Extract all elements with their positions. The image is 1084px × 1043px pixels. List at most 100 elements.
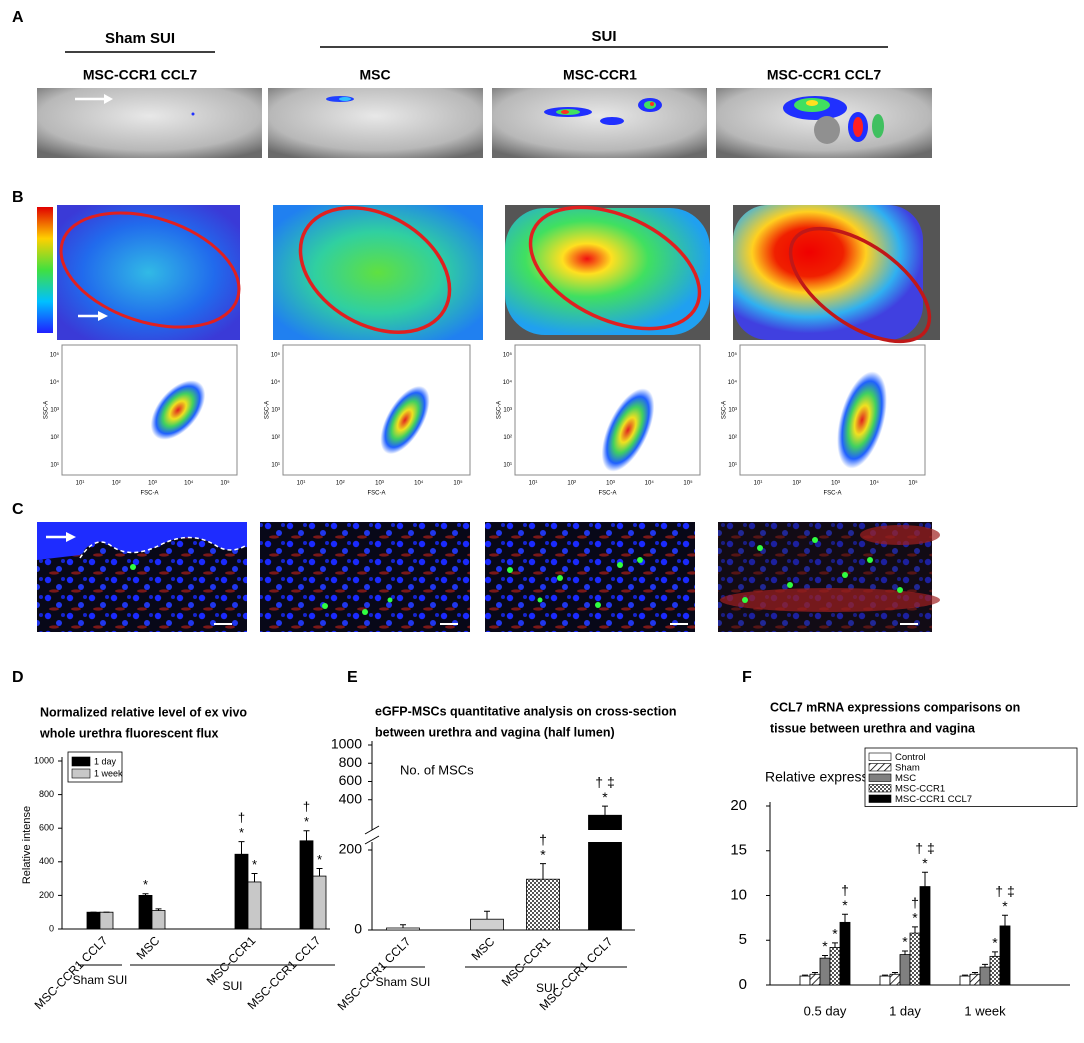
image: [260, 522, 470, 632]
y-tick-label: 10¹: [271, 463, 280, 469]
error-bar: [484, 910, 490, 920]
significance-marker: *: [912, 910, 918, 926]
x-tick-label: MSC: [469, 934, 498, 963]
legend-label: Control: [895, 752, 926, 763]
y-tick-label: 10¹: [50, 463, 59, 469]
error-bar: [812, 971, 818, 975]
plot-frame: [61, 344, 238, 476]
x-tick-label: 10²: [567, 481, 576, 487]
bar: [86, 911, 101, 930]
y-tick-label: 10²: [503, 435, 512, 441]
y-tick-label: 800: [339, 754, 363, 770]
panel-label: C: [12, 501, 24, 518]
error-bar: [962, 974, 968, 977]
axis-break: [587, 830, 623, 842]
error-bar: [400, 924, 406, 928]
significance-marker: *: [832, 926, 838, 942]
group-label: Sham SUI: [105, 30, 175, 47]
error-bar: [303, 830, 310, 841]
y-tick-label: 400: [339, 790, 363, 806]
y-tick-label: 10⁴: [728, 379, 738, 386]
error-bar: [1002, 914, 1008, 926]
y-tick-label: 10³: [728, 408, 737, 414]
column-label: MSC: [359, 67, 390, 83]
significance-marker: *: [602, 789, 608, 805]
image: [273, 205, 483, 340]
legend-box: [864, 747, 1078, 807]
image: [492, 88, 707, 158]
x-axis-label: FSC-A: [599, 491, 617, 497]
error-bar: [982, 963, 988, 968]
group-label: SUI: [536, 981, 556, 995]
x-tick-label: 10¹: [754, 481, 763, 487]
x-tick-label: 10⁴: [184, 480, 194, 487]
y-tick-label: 10³: [503, 408, 512, 414]
density-cloud: [150, 380, 206, 440]
x-tick-label: 10³: [148, 481, 157, 487]
significance-marker: †: [911, 895, 919, 911]
chart-title: tissue between urethra and vagina: [770, 721, 976, 735]
x-axis-label: FSC-A: [824, 491, 842, 497]
axis-break: [364, 825, 380, 835]
x-tick-label: 10²: [792, 481, 801, 487]
significance-marker: † ‡: [995, 883, 1014, 899]
y-tick-label: 1000: [331, 736, 362, 752]
error-bar: [602, 805, 608, 816]
significance-marker: † ‡: [595, 774, 614, 790]
bar: [839, 921, 851, 986]
bar: [969, 973, 981, 986]
y-tick-label: 10²: [271, 435, 280, 441]
density-cloud: [380, 385, 430, 455]
bar: [919, 886, 931, 986]
significance-marker: † ‡: [915, 840, 934, 856]
error-bar: [802, 974, 808, 977]
group-label: Sham SUI: [73, 973, 128, 987]
error-bar: [972, 971, 978, 975]
legend-label: MSC: [895, 773, 916, 784]
error-bar: [540, 863, 546, 880]
significance-marker: *: [143, 877, 148, 892]
error-bar: [832, 942, 838, 948]
y-tick-label: 0: [354, 921, 362, 937]
error-bar: [922, 871, 928, 887]
y-tick-label: 10¹: [503, 463, 512, 469]
x-tick-label: 10²: [336, 481, 345, 487]
legend-label: MSC-CCR1 CCL7: [895, 794, 972, 805]
y-tick-label: 600: [39, 823, 54, 833]
legend-swatch: [868, 773, 892, 782]
significance-marker: *: [922, 855, 928, 871]
panel-label: A: [12, 9, 24, 26]
column-label: MSC-CCR1 CCL7: [83, 67, 198, 83]
y-tick-label: 10³: [271, 408, 280, 414]
y-tick-label: 5: [739, 931, 747, 948]
image: [485, 522, 695, 632]
bar: [889, 973, 901, 986]
axis-break: [364, 830, 380, 842]
x-tick-label: 10⁵: [220, 480, 230, 487]
x-tick-label: 10²: [112, 481, 121, 487]
x-tick-label: MSC: [134, 933, 163, 962]
y-tick-label: 10⁴: [50, 379, 60, 386]
legend-swatch: [71, 768, 91, 779]
x-tick-label: 10⁵: [453, 480, 463, 487]
error-bar: [142, 893, 149, 896]
group-label: SUI: [222, 979, 242, 993]
density-cloud: [601, 388, 655, 472]
significance-marker: *: [304, 814, 309, 829]
y-tick-label: 15: [730, 842, 747, 859]
y-axis-label: SSC-A: [722, 401, 728, 419]
significance-marker: *: [992, 935, 998, 951]
error-bar: [316, 868, 323, 877]
y-axis-label: SSC-A: [497, 401, 503, 419]
y-axis-label: No. of MSCs: [400, 762, 474, 777]
legend-label: MSC-CCR1: [895, 783, 945, 794]
x-tick-label: 10⁴: [414, 480, 424, 487]
significance-marker: *: [1002, 898, 1008, 914]
x-axis-label: FSC-A: [368, 491, 386, 497]
y-tick-label: 10⁵: [271, 352, 281, 359]
error-bar: [992, 951, 998, 957]
bar: [809, 973, 821, 986]
bar: [829, 947, 841, 986]
image: [505, 205, 710, 340]
bar: [138, 895, 153, 930]
